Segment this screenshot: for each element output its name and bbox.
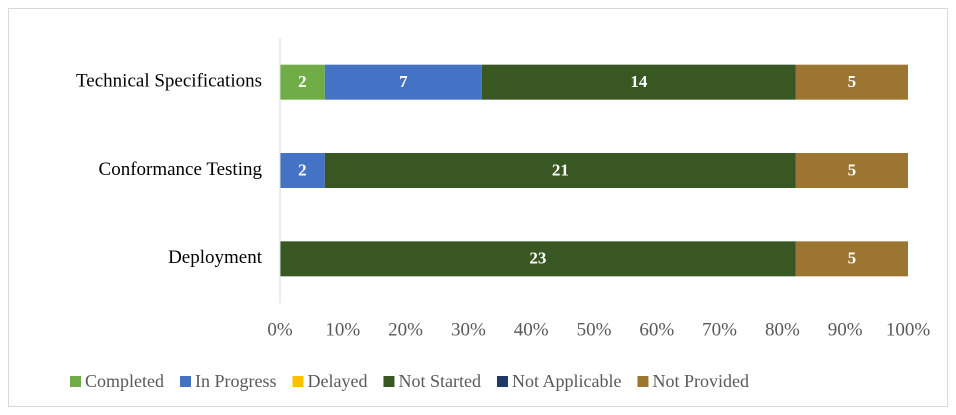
data-label: 5 [848, 160, 857, 179]
bar-segment [795, 64, 908, 100]
x-tick-label: 20% [388, 319, 423, 340]
legend-label: Not Started [398, 371, 481, 391]
legend-label: Completed [85, 371, 164, 391]
legend-label: In Progress [195, 371, 277, 391]
bar-segment [280, 153, 325, 188]
x-tick-label: 80% [765, 319, 800, 340]
category-label: Technical Specifications [76, 71, 262, 92]
x-tick-label: 60% [639, 319, 674, 340]
x-tick-label: 30% [451, 319, 486, 340]
x-tick-label: 100% [886, 319, 931, 340]
legend-swatch [496, 376, 508, 387]
data-label: 14 [630, 72, 648, 91]
data-label: 2 [298, 160, 307, 179]
legend-swatch [637, 376, 649, 387]
bar-segment [481, 64, 796, 100]
bar-segment [280, 64, 325, 100]
data-label: 5 [848, 249, 857, 268]
bar-segment [324, 153, 796, 188]
x-tick-label: 0% [267, 319, 293, 340]
data-label: 5 [848, 72, 857, 91]
bar-segment [324, 64, 482, 100]
x-tick-label: 40% [514, 319, 549, 340]
legend-label: Not Provided [652, 371, 749, 391]
x-tick-label: 50% [577, 319, 612, 340]
bar-segment [795, 241, 908, 277]
legend-label: Not Applicable [512, 371, 621, 391]
legend-label: Delayed [308, 371, 368, 391]
data-label: 21 [552, 160, 569, 179]
x-tick-label: 70% [702, 319, 737, 340]
legend-swatch [292, 376, 304, 387]
data-label: 23 [529, 249, 546, 268]
category-label: Conformance Testing [99, 159, 263, 180]
bar-segment [795, 153, 908, 188]
data-label: 7 [399, 72, 408, 91]
category-label: Deployment [168, 247, 263, 268]
legend-swatch [383, 376, 395, 387]
bar-segment [280, 241, 796, 277]
legend-swatch [70, 376, 81, 387]
x-tick-label: 10% [325, 319, 360, 340]
x-tick-label: 90% [828, 319, 863, 340]
data-label: 2 [298, 72, 307, 91]
legend-swatch [180, 376, 191, 387]
